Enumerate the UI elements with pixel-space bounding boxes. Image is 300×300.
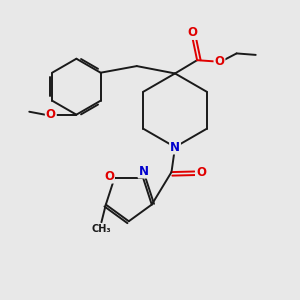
Text: N: N	[170, 141, 180, 154]
Text: O: O	[196, 167, 206, 179]
Text: O: O	[188, 26, 198, 39]
Text: O: O	[104, 169, 114, 183]
Text: N: N	[139, 165, 148, 178]
Text: CH₃: CH₃	[92, 224, 111, 234]
Text: O: O	[214, 55, 224, 68]
Text: O: O	[46, 108, 56, 121]
